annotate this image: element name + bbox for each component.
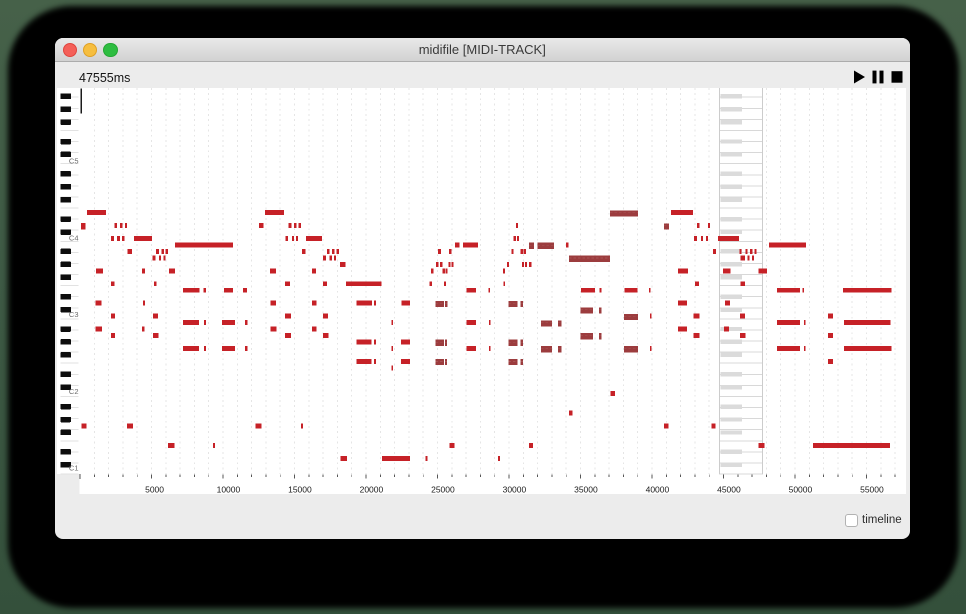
svg-text:55000: 55000: [860, 485, 884, 495]
svg-text:5000: 5000: [145, 485, 164, 495]
svg-text:40000: 40000: [646, 485, 670, 495]
svg-text:C2: C2: [69, 387, 79, 396]
svg-text:30000: 30000: [503, 485, 527, 495]
svg-text:15000: 15000: [288, 485, 312, 495]
svg-text:C4: C4: [69, 233, 79, 242]
svg-text:20000: 20000: [360, 485, 384, 495]
svg-text:25000: 25000: [431, 485, 455, 495]
svg-text:C1: C1: [69, 464, 79, 473]
svg-text:45000: 45000: [717, 485, 741, 495]
svg-text:C3: C3: [69, 310, 79, 319]
svg-text:35000: 35000: [574, 485, 598, 495]
svg-text:50000: 50000: [789, 485, 813, 495]
svg-text:C5: C5: [69, 157, 79, 166]
svg-text:10000: 10000: [217, 485, 241, 495]
